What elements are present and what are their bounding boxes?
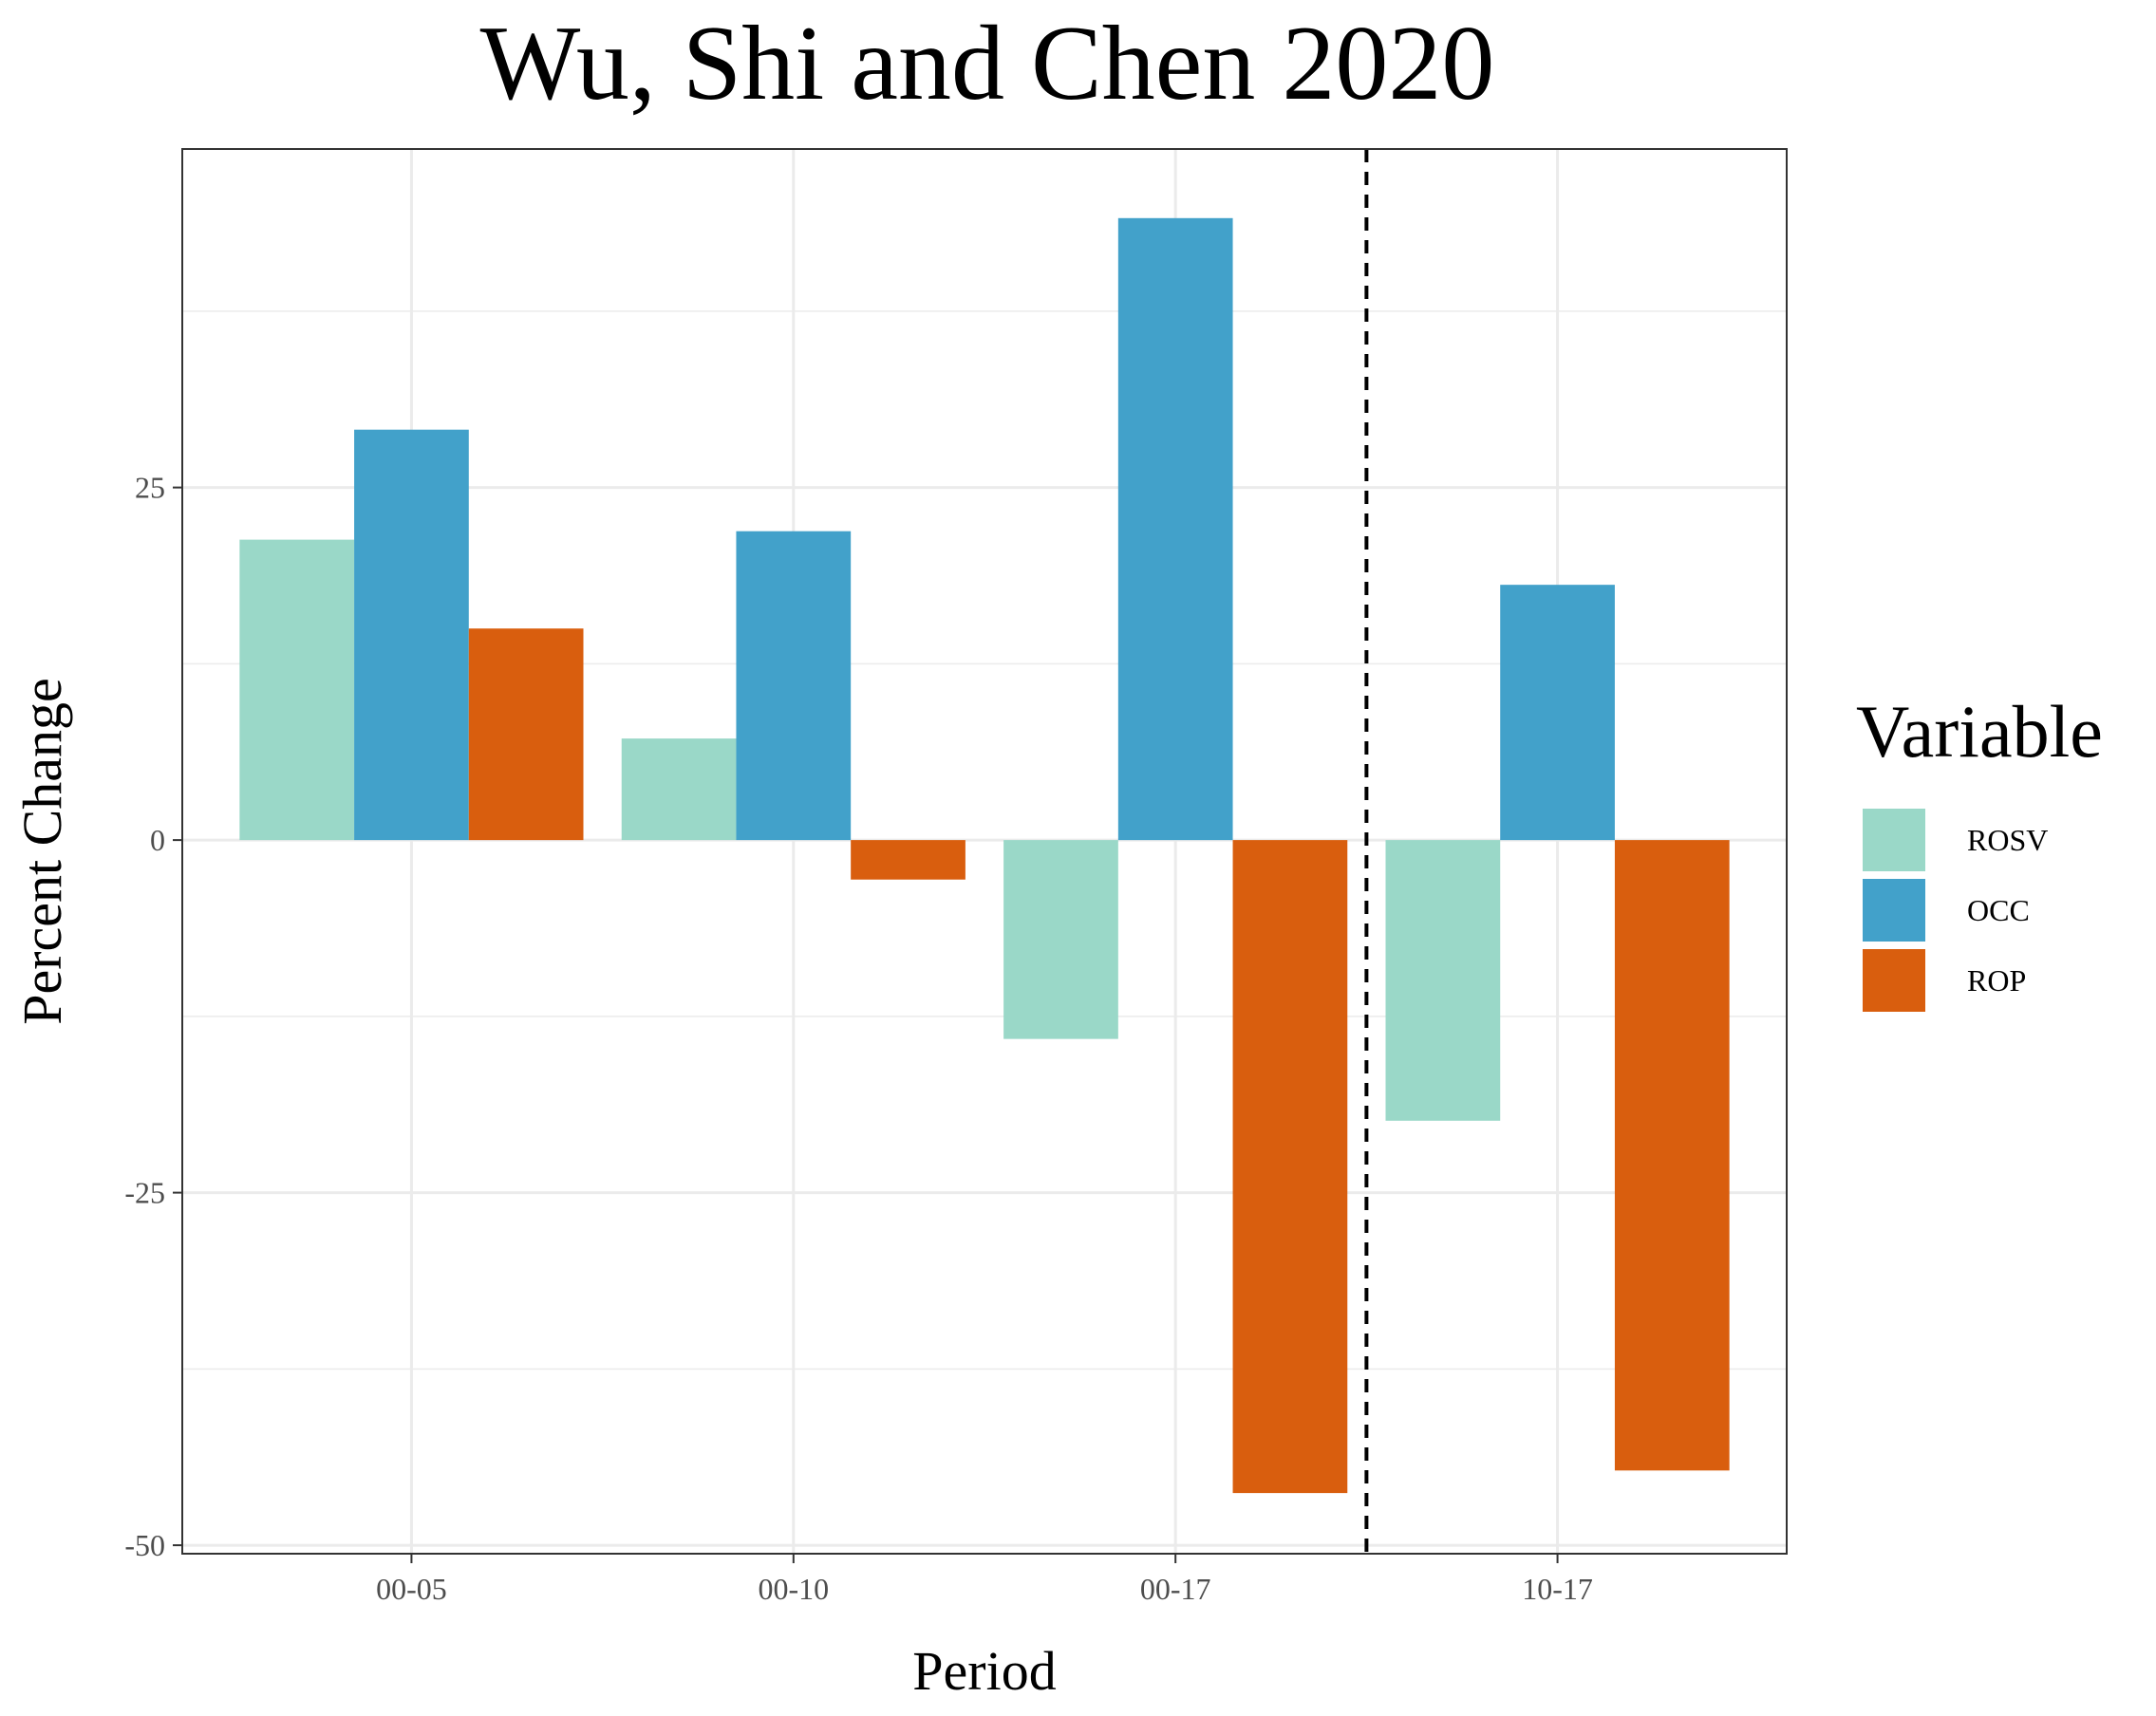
legend: Variable ROSV OCC ROP	[1856, 690, 2103, 1012]
x-axis: 00-05 00-10 00-17 10-17	[376, 1554, 1593, 1606]
bars	[239, 217, 1730, 1494]
bar-rosv-10-17	[1385, 840, 1501, 1121]
legend-label-rosv: ROSV	[1967, 823, 2048, 857]
legend-key-occ	[1863, 879, 1925, 942]
plot-panel-border	[181, 148, 1788, 1555]
bar-rop-00-05	[468, 628, 584, 841]
bar-rop-00-17	[1232, 840, 1348, 1494]
y-tick-label: 25	[135, 471, 165, 505]
bar-rosv-00-05	[239, 539, 355, 841]
y-axis-title: Percent Change	[11, 678, 73, 1025]
legend-label-rop: ROP	[1967, 963, 2026, 998]
bar-occ-00-10	[736, 531, 852, 841]
x-tick-label: 00-17	[1140, 1572, 1211, 1606]
x-tick-label: 00-10	[758, 1572, 829, 1606]
y-tick-label: -50	[124, 1528, 165, 1562]
y-tick-label: -25	[124, 1176, 165, 1210]
y-tick-label: 0	[150, 823, 165, 857]
y-axis: -50 -25 0 25	[124, 471, 182, 1562]
x-axis-title: Period	[912, 1640, 1056, 1702]
bar-occ-00-05	[354, 429, 469, 841]
legend-key-rosv	[1863, 809, 1925, 871]
bar-rop-00-10	[851, 840, 966, 880]
bar-rop-10-17	[1614, 840, 1730, 1471]
legend-key-rop	[1863, 949, 1925, 1012]
bar-rosv-00-10	[621, 738, 737, 841]
legend-title: Variable	[1856, 690, 2103, 773]
bar-rosv-00-17	[1003, 840, 1118, 1039]
bar-occ-10-17	[1500, 585, 1615, 841]
bar-occ-00-17	[1117, 217, 1233, 841]
legend-label-occ: OCC	[1967, 893, 2030, 927]
x-tick-label: 10-17	[1522, 1572, 1593, 1606]
x-tick-label: 00-05	[376, 1572, 447, 1606]
chart-title: Wu, Shi and Chen 2020	[480, 5, 1495, 122]
